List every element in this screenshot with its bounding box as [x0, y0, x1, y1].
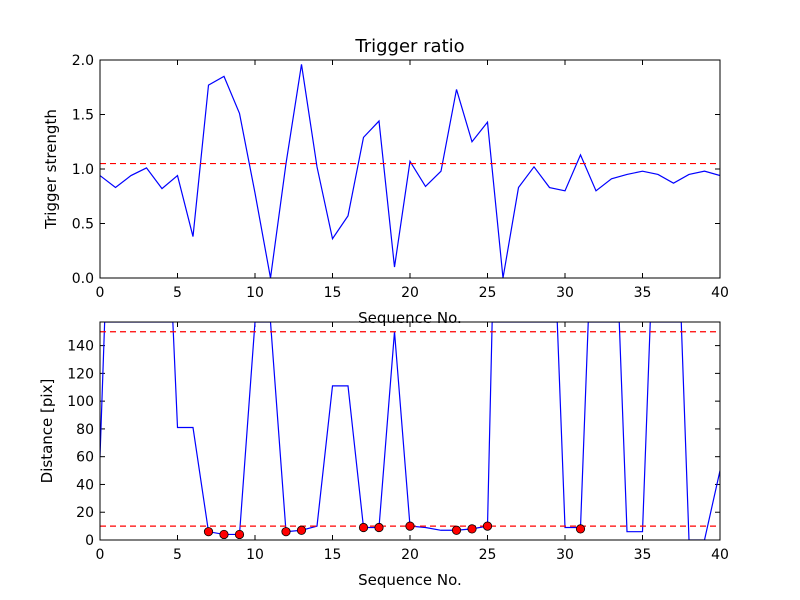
x-tick-label: 40	[711, 285, 729, 301]
data-point-marker	[296, 525, 307, 535]
y-tick-label: 20	[76, 505, 94, 521]
axis-ticks: 0 5 10 15 20 25 30 35 40 0 20 40 60 80 100 120 140	[67, 322, 729, 563]
y-tick-label: 40	[76, 477, 94, 493]
x-tick-label: 0	[96, 285, 105, 301]
series-line	[100, 64, 720, 278]
y-tick-label: 0.0	[72, 271, 94, 287]
x-tick-label: 10	[246, 547, 264, 563]
data-point-marker	[467, 524, 477, 534]
data-point-marker	[451, 525, 462, 535]
y-tick-label: 80	[76, 422, 94, 438]
y-tick-label: 60	[76, 450, 94, 466]
plot-area	[100, 64, 720, 278]
trigger-ratio-chart: Trigger ratio Trigger strength Sequence …	[42, 36, 729, 327]
data-point-marker	[358, 522, 369, 533]
data-point-marker	[374, 522, 384, 533]
data-point-marker	[405, 521, 415, 531]
x-tick-label: 0	[96, 547, 105, 563]
data-point-marker	[234, 529, 245, 540]
axes-frame	[99, 321, 721, 541]
x-axis-label: Sequence No.	[358, 571, 462, 589]
data-point-marker	[575, 524, 586, 534]
x-tick-label: 35	[634, 547, 652, 563]
x-tick-label: 30	[556, 547, 574, 563]
y-tick-label: 1.0	[72, 162, 94, 178]
x-tick-label: 10	[246, 285, 264, 301]
axis-ticks: 0 5 10 15 20 25 30 35 40 0.0 0.5 1.0 1.5 2.0	[72, 53, 729, 301]
plot-area	[100, 322, 720, 540]
y-tick-label: 140	[67, 339, 94, 355]
chart-title: Trigger ratio	[354, 36, 464, 57]
data-point-marker	[482, 521, 493, 531]
data-point-marker	[219, 529, 229, 540]
y-tick-label: 1.5	[72, 108, 94, 124]
x-tick-label: 35	[634, 285, 652, 301]
series-line	[100, 322, 720, 540]
x-tick-label: 20	[401, 547, 419, 563]
data-point-marker	[281, 527, 291, 537]
x-tick-label: 20	[401, 285, 419, 301]
x-tick-label: 5	[173, 285, 182, 301]
x-tick-label: 40	[711, 547, 729, 563]
x-tick-label: 15	[324, 547, 342, 563]
data-point-marker	[203, 527, 214, 537]
x-tick-label: 5	[173, 547, 182, 563]
x-tick-label: 25	[479, 547, 497, 563]
y-tick-label: 2.0	[72, 53, 94, 69]
y-tick-label: 100	[67, 394, 94, 410]
y-axis-label: Distance [pix]	[38, 379, 56, 484]
y-axis-label: Trigger strength	[42, 109, 60, 230]
x-tick-label: 25	[479, 285, 497, 301]
y-tick-label: 0	[85, 533, 94, 549]
axes-frame	[99, 59, 721, 279]
x-tick-label: 15	[324, 285, 342, 301]
y-tick-label: 0.5	[72, 217, 94, 233]
x-tick-label: 30	[556, 285, 574, 301]
distance-chart: Distance [pix] Sequence No. 0 5 10 15 20 25 30…	[38, 321, 729, 589]
y-tick-label: 120	[67, 366, 94, 382]
